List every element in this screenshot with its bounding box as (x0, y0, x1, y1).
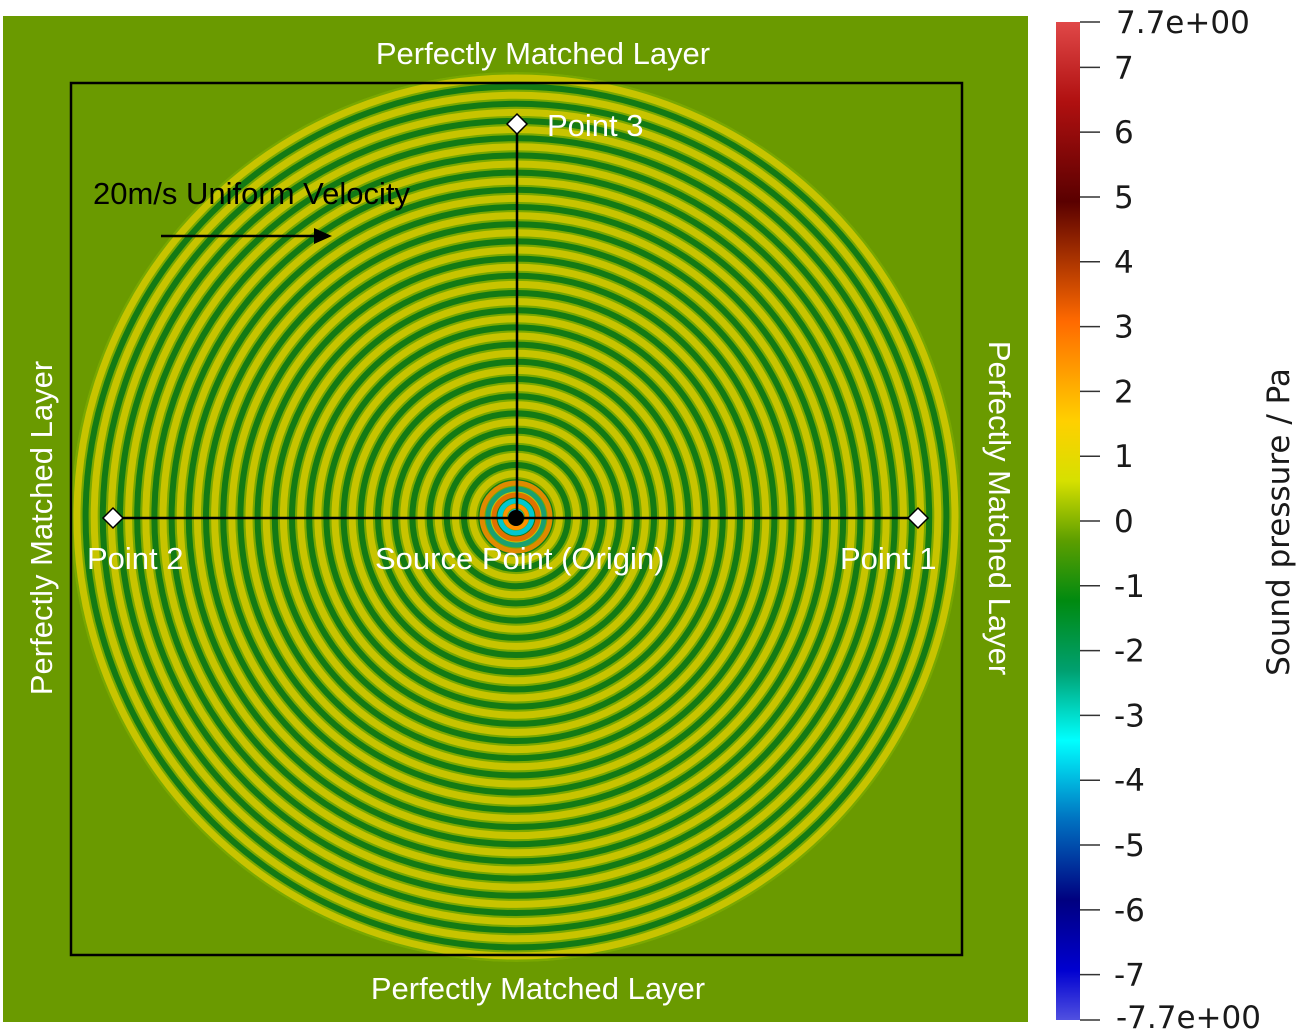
colorbar-ticks: 7 6 5 4 3 2 1 0 -1 -2 -3 -4 -5 -6 -7 (1080, 21, 1145, 1021)
wave-trough (99, 100, 933, 934)
source-label: Source Point (Origin) (375, 541, 664, 576)
colorbar-tick-label: 7 (1114, 50, 1134, 86)
point2-marker (101, 506, 125, 530)
colorbar-tick-label: 1 (1114, 439, 1134, 475)
colorbar-tick-label: 6 (1114, 115, 1134, 151)
colorbar-tick-label: -2 (1114, 634, 1145, 670)
wave-crest (90, 91, 942, 943)
colorbar (1056, 22, 1080, 1020)
colorbar-tick-label: -1 (1114, 569, 1145, 605)
colorbar-tick-label: 3 (1114, 310, 1134, 346)
pml-bottom-label: Perfectly Matched Layer (371, 971, 705, 1006)
colorbar-tick-label: -6 (1114, 893, 1145, 929)
point1-label: Point 1 (840, 541, 937, 576)
point3-label: Point 3 (547, 108, 644, 143)
pml-top-label: Perfectly Matched Layer (376, 36, 710, 71)
colorbar-tick-label: 2 (1114, 374, 1134, 410)
colorbar-tick-label: -3 (1114, 698, 1145, 734)
source-point-marker (508, 510, 524, 526)
wave-trough (82, 83, 950, 951)
velocity-arrow-icon (161, 228, 332, 244)
colorbar-max-label: 7.7e+00 (1116, 5, 1250, 41)
colorbar-tick-label: -5 (1114, 828, 1145, 864)
pml-right-label: Perfectly Matched Layer (982, 341, 1017, 675)
point1-marker (906, 506, 930, 530)
pml-left-label: Perfectly Matched Layer (24, 361, 59, 695)
point3-marker (505, 112, 529, 136)
colorbar-min-label: -7.7e+00 (1116, 1000, 1261, 1033)
point2-label: Point 2 (87, 541, 184, 576)
velocity-label: 20m/s Uniform Velocity (93, 176, 410, 211)
colorbar-tick-label: -4 (1114, 763, 1145, 799)
colorbar-tick-label: 0 (1114, 504, 1134, 540)
colorbar-tick-label: 4 (1114, 245, 1134, 281)
colorbar-title: Sound pressure / Pa (1261, 368, 1297, 676)
colorbar-tick-label: 5 (1114, 180, 1134, 216)
colorbar-tick-label: -7 (1114, 958, 1145, 994)
domain-frame (69, 81, 964, 957)
